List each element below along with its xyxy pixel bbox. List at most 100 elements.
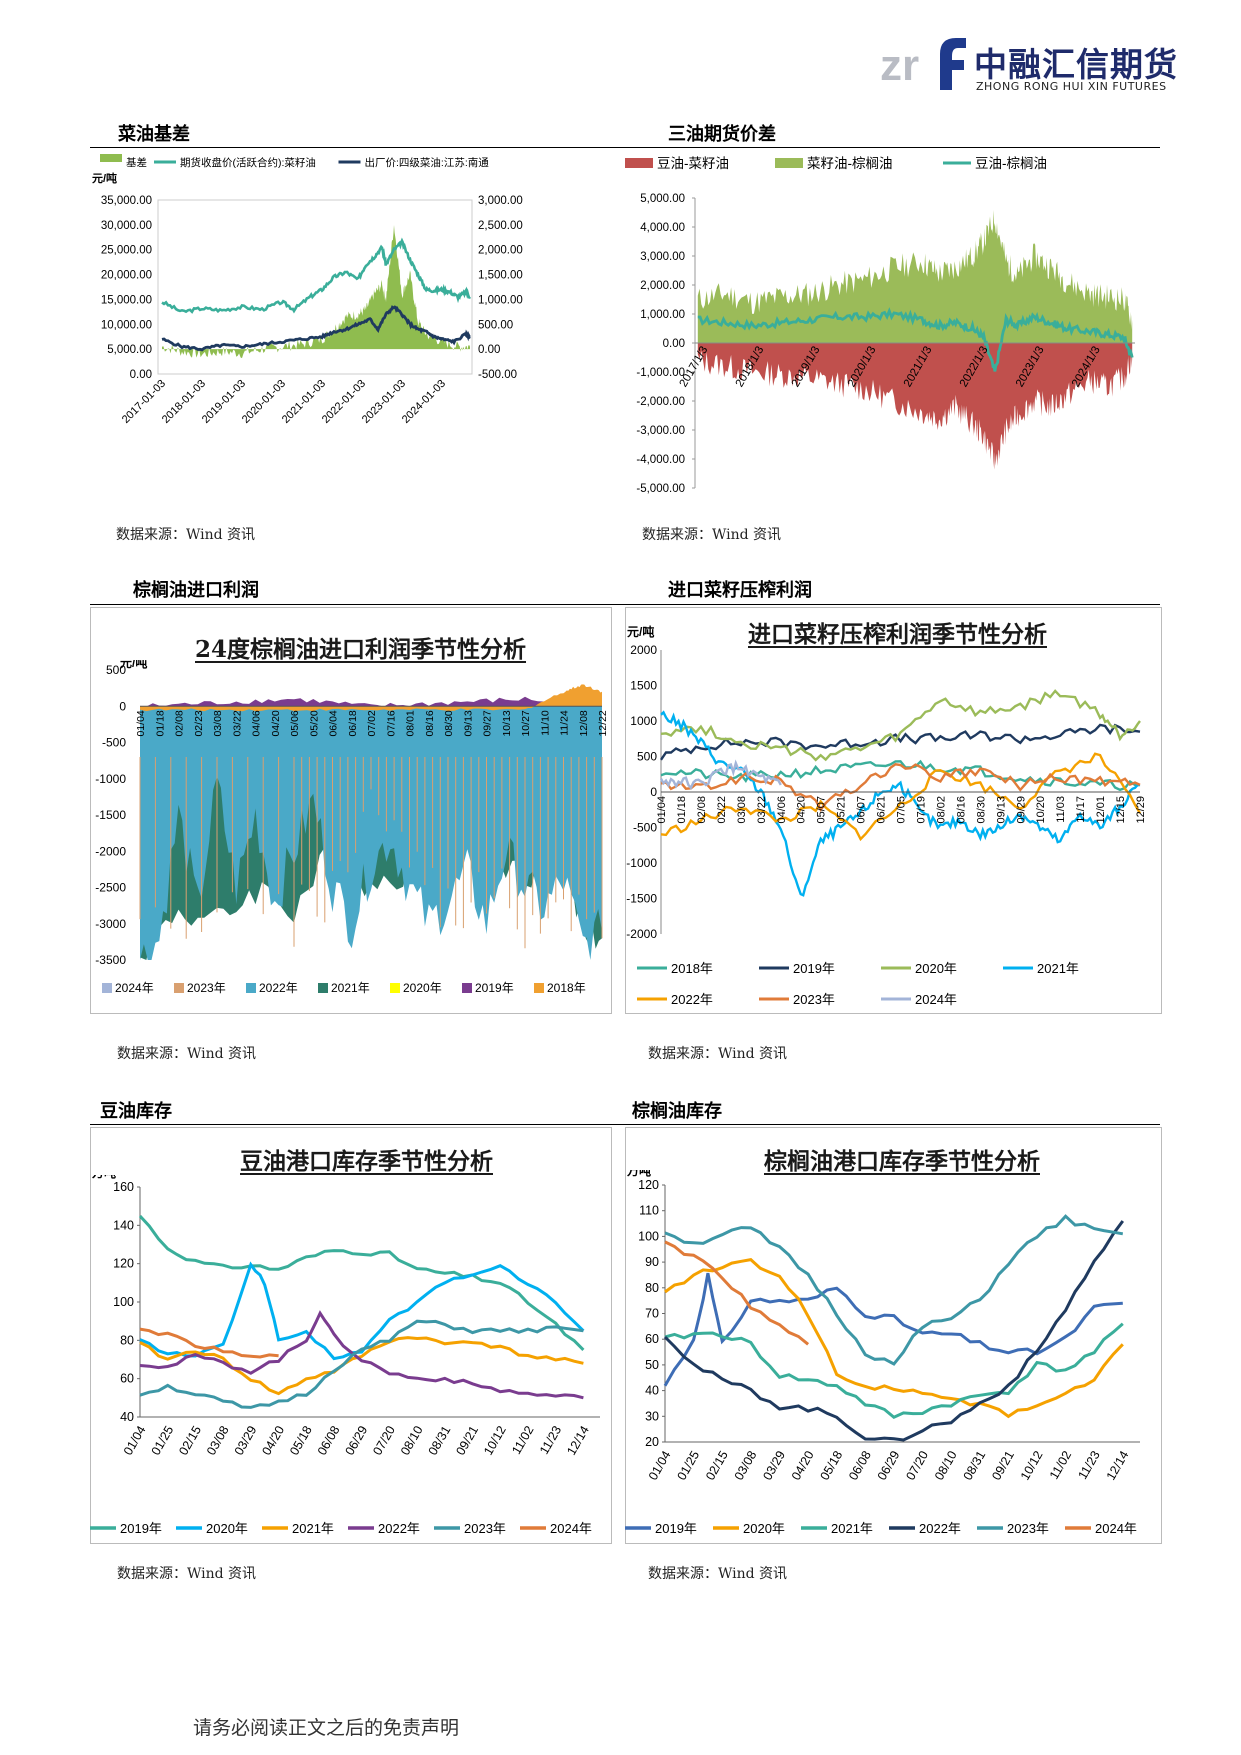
x-tick-label: 06/29: [875, 1448, 903, 1482]
y-tick-label: -5,000.00: [636, 483, 685, 495]
legend-label: 2023年: [187, 981, 226, 995]
palm-stock-chart-frame: [625, 1127, 1162, 1544]
series-line-2019年: [138, 1214, 585, 1351]
y-tick-label: 70: [645, 1307, 659, 1321]
chart-soyoil-stock: 万吨160 140 120 100 80 60 4001/0401/2502/1503/08…: [90, 1175, 610, 1540]
series-line-2021年: [139, 1336, 584, 1396]
y-tick-label: 110: [639, 1204, 659, 1218]
y-tick-label: 50: [645, 1358, 659, 1372]
series-line-2023年: [139, 1319, 584, 1409]
legend-label: 2022年: [259, 981, 298, 995]
x-tick-label: 08/30: [443, 710, 455, 736]
legend-swatch: [174, 983, 184, 993]
x-tick-label: 09/29: [1015, 796, 1027, 824]
y-tick-label-left: 5,000.00: [107, 344, 152, 356]
section-title-soyoil-stock: 豆油库存: [100, 1101, 172, 1122]
x-tick-label: 05/06: [289, 710, 301, 736]
y-tick-label-left: 25,000.00: [101, 245, 152, 257]
chart-rapeseed-crush-profit: 元/吨 2000 1500 1000 500 0 -500 -1000 -1500 -2000 01…: [625, 612, 1160, 1010]
source-note-palm-profit: 数据来源：Wind 资讯: [117, 1046, 257, 1062]
section-title-rapeseed-crush-profit: 进口菜籽压榨利润: [668, 580, 812, 601]
chart-title-palm-profit: 24度棕榈油进口利润季节性分析: [195, 636, 527, 663]
x-tick-label: 01/04: [135, 710, 147, 736]
x-tick-label: 04/06: [251, 710, 263, 736]
y-tick-label: 0: [119, 699, 126, 713]
x-tick-label: 01/04: [656, 796, 668, 824]
x-tick-label: 12/15: [1115, 796, 1127, 824]
x-tick-label: 03/08: [736, 796, 748, 824]
x-tick-label: 09/27: [482, 710, 494, 736]
y-tick-label: 2000: [630, 643, 657, 657]
divider-top: [90, 147, 1160, 148]
palm-profit-chart-frame: [90, 607, 612, 1014]
x-tick-label: 03/08: [204, 1423, 232, 1457]
legend-swatch: [246, 983, 256, 993]
y-tick-label-right: 3,000.00: [478, 195, 523, 207]
y-tick-label: 40: [645, 1384, 659, 1398]
series-line-2019年: [660, 723, 1141, 761]
x-tick-label: 02/08: [696, 796, 708, 824]
x-tick-label: 02/15: [176, 1423, 204, 1457]
series-2018-area: [140, 684, 602, 712]
x-tick-label: 10/12: [1018, 1448, 1046, 1482]
company-logo: zr 中融汇信期货 ZHONG RONG HUI XIN FUTURES: [880, 28, 1200, 98]
series-soy-palm-line: [697, 307, 1134, 372]
y-tick-label-left: 30,000.00: [101, 220, 152, 232]
x-tick-label: 03/29: [232, 1423, 260, 1457]
svg-text:zr: zr: [880, 41, 919, 90]
legend-label: 2019年: [793, 961, 835, 976]
legend-label: 2023年: [464, 1521, 506, 1536]
x-tick-label: 12/14: [1104, 1448, 1132, 1482]
chart-title-rapeseed-profit: 进口菜籽压榨利润季节性分析: [748, 621, 1047, 648]
x-tick-label: 06/04: [328, 710, 340, 736]
y-tick-label: -1000: [626, 856, 657, 870]
x-tick-label: 12/01: [1095, 796, 1107, 824]
x-tick-label: 01/25: [149, 1423, 177, 1457]
series-basis-area: [162, 225, 470, 359]
y-tick-label: -3000: [95, 917, 126, 931]
rapeseed-profit-chart-frame: [625, 607, 1162, 1014]
x-tick-label: 05/20: [308, 710, 320, 736]
section-title-palm-import-profit: 棕榈油进口利润: [133, 580, 259, 601]
y-tick-label-left: 15,000.00: [101, 294, 152, 306]
y-tick-label-right: 1,500.00: [478, 270, 523, 282]
x-tick-label: 12/29: [1135, 796, 1147, 824]
chart-palm-import-profit: 元/吨 500 0 -500 -1000 -1500 -2000 -2500 -3000 -350…: [90, 660, 610, 1010]
x-tick-label: 01/18: [154, 710, 166, 736]
y-axis-title: 元/吨: [92, 171, 117, 185]
y-tick-label: -500: [633, 821, 657, 835]
y-tick-label: 30: [645, 1409, 659, 1423]
x-tick-label: 08/10: [398, 1423, 426, 1457]
x-tick-label: 12/08: [578, 710, 590, 736]
series-soy-rapeseed-area: [697, 343, 1133, 470]
y-axis-title: 万吨: [91, 1175, 116, 1180]
y-tick-label-right: 2,000.00: [478, 245, 523, 257]
x-tick-label: 11/23: [537, 1423, 564, 1456]
y-tick-label: 90: [645, 1255, 659, 1269]
legend-swatch: [462, 983, 472, 993]
legend-label: 2022年: [671, 992, 713, 1007]
x-tick-label: 07/02: [366, 710, 378, 736]
y-tick-label: -2000: [626, 927, 657, 941]
y-tick-label: 3,000.00: [640, 251, 685, 263]
divider-middle: [90, 604, 1160, 605]
x-tick-label: 12/14: [564, 1423, 592, 1457]
x-tick-label: 06/18: [347, 710, 359, 736]
company-name-cn: 中融汇信期货: [974, 45, 1178, 84]
y-tick-label: 100: [113, 1295, 134, 1309]
legend-label: 基差: [126, 156, 147, 169]
x-tick-label: 05/21: [836, 796, 848, 824]
y-tick-label: 80: [645, 1281, 659, 1295]
y-tick-label: 80: [120, 1333, 134, 1347]
disclaimer-footer: 请务必阅读正文之后的免责声明: [193, 1717, 460, 1739]
y-tick-label-left: 35,000.00: [101, 195, 152, 207]
y-tick-label: 4,000.00: [640, 222, 685, 234]
divider-bottom: [90, 1124, 1160, 1125]
y-axis-title: 元/吨: [627, 624, 654, 639]
legend-label: 2019年: [120, 1521, 162, 1536]
source-note-spread: 数据来源：Wind 资讯: [642, 527, 782, 543]
legend-label: 2020年: [403, 981, 442, 995]
legend-swatch: [625, 158, 653, 168]
x-tick-label: 01/04: [121, 1423, 149, 1457]
x-tick-label: 02/22: [716, 796, 728, 824]
